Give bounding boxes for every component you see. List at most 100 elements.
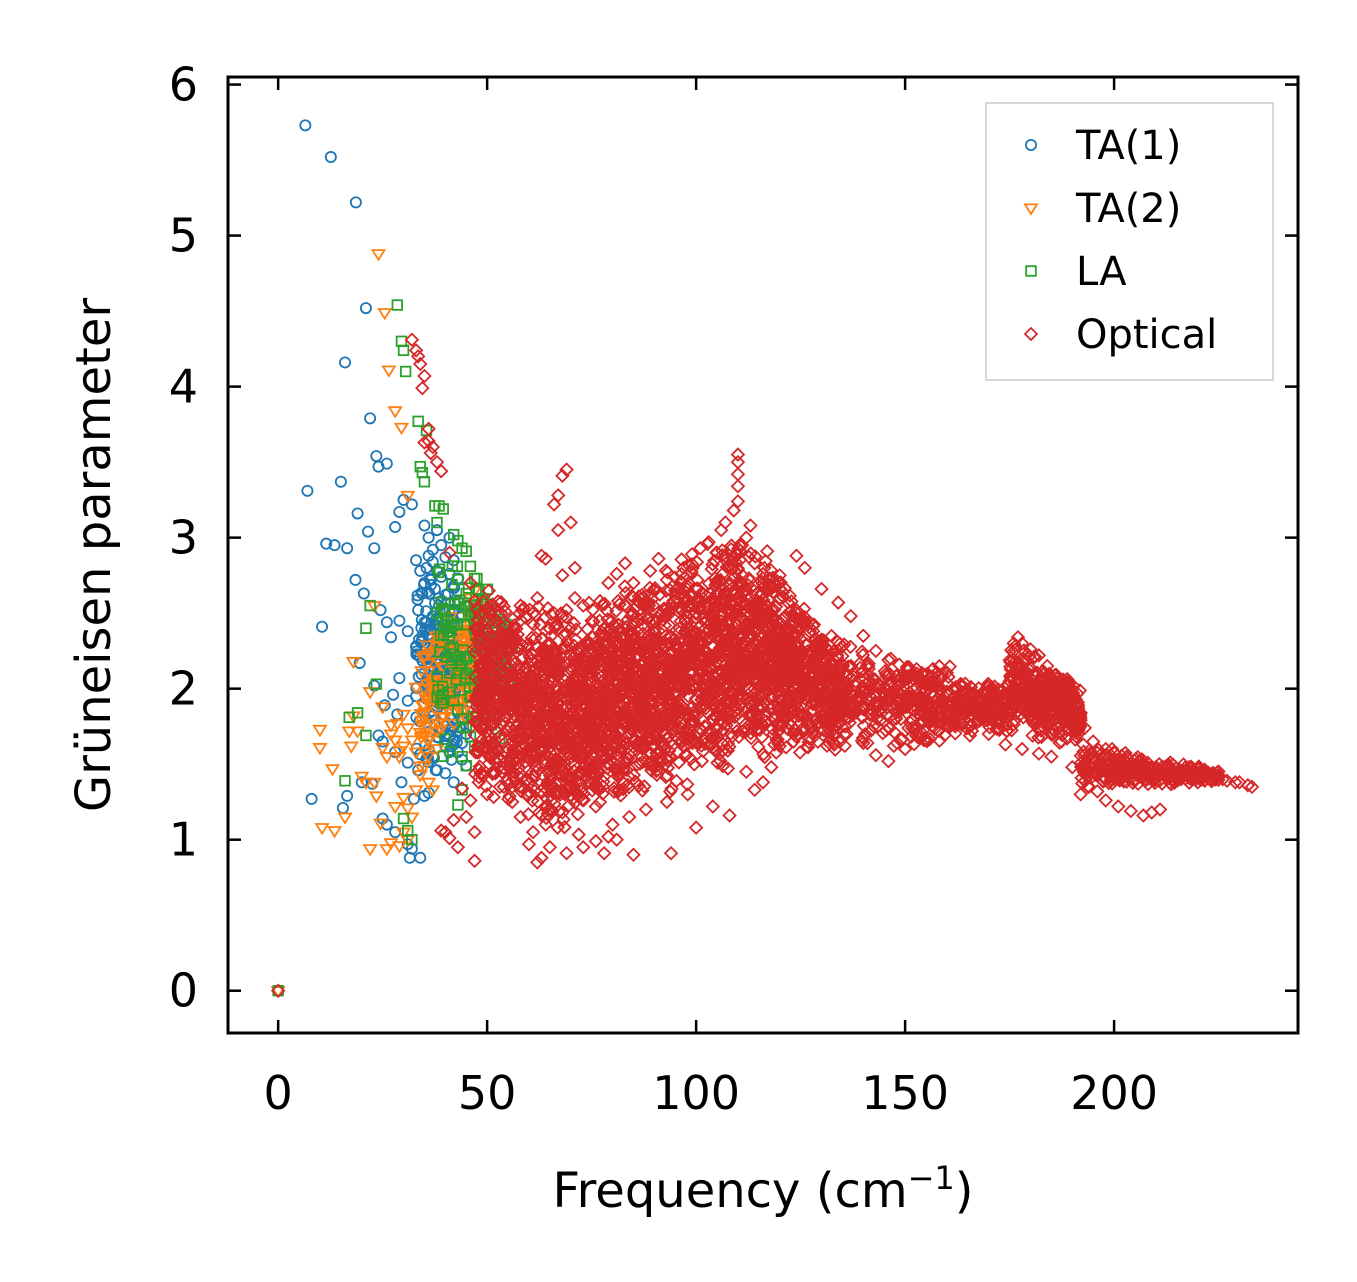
data-point-la <box>370 678 383 690</box>
data-point-optical <box>502 720 518 736</box>
data-point-optical <box>571 730 587 746</box>
data-point-optical <box>525 779 541 794</box>
data-point-ta-2 <box>314 823 330 836</box>
data-point-ta-2 <box>400 803 416 816</box>
data-point-optical <box>685 679 700 694</box>
data-point-optical <box>600 612 615 627</box>
data-point-optical <box>694 753 710 769</box>
data-point-optical <box>664 694 679 709</box>
data-point-ta-2 <box>391 841 407 854</box>
data-point-ta-2 <box>326 826 343 839</box>
data-point-optical <box>595 597 610 613</box>
data-point-optical <box>718 587 734 603</box>
data-point-ta-1 <box>439 767 452 780</box>
data-point-optical <box>648 704 664 719</box>
data-point-ta-1 <box>385 631 398 644</box>
data-point-ta-1 <box>364 412 377 425</box>
data-point-ta-2 <box>345 656 362 670</box>
data-point-la <box>443 630 456 642</box>
data-point-ta-2 <box>425 785 441 798</box>
data-point-ta-1 <box>339 356 352 369</box>
data-point-optical <box>533 783 549 799</box>
data-point-la <box>397 344 410 357</box>
data-point-ta-2 <box>375 743 391 756</box>
data-point-ta-1 <box>349 573 362 586</box>
data-point-optical <box>518 610 533 625</box>
data-point-optical <box>667 570 683 585</box>
data-point-optical <box>486 745 502 761</box>
data-point-optical <box>538 810 554 826</box>
data-point-ta-1 <box>422 628 435 641</box>
data-point-optical <box>553 737 569 753</box>
data-point-optical <box>594 674 609 690</box>
data-point-optical <box>596 774 611 789</box>
data-point-optical <box>472 620 488 635</box>
data-point-ta-1 <box>359 302 372 315</box>
data-point-optical <box>673 630 689 646</box>
data-point-la <box>360 622 372 634</box>
data-point-ta-2 <box>358 777 374 790</box>
data-point-optical <box>599 704 614 719</box>
data-point-ta-1 <box>320 537 333 550</box>
data-point-optical <box>686 713 701 728</box>
data-point-optical <box>631 778 647 794</box>
data-point-optical <box>705 652 721 668</box>
data-point-optical <box>649 657 664 673</box>
data-point-optical <box>612 596 627 612</box>
data-point-optical <box>505 685 521 700</box>
data-point-optical <box>488 687 503 703</box>
data-point-optical <box>560 633 575 649</box>
data-point-optical <box>478 613 494 628</box>
data-point-optical <box>690 572 705 588</box>
data-point-ta-1 <box>351 507 364 520</box>
data-point-optical <box>514 780 530 795</box>
data-point-optical <box>694 633 709 649</box>
data-point-ta-2 <box>441 688 458 701</box>
data-point-ta-2 <box>413 666 430 679</box>
data-point-optical <box>677 674 692 690</box>
data-point-optical <box>664 597 679 612</box>
data-point-optical <box>481 583 497 599</box>
data-point-optical <box>688 735 704 750</box>
data-point-optical <box>490 594 506 609</box>
data-point-ta-2 <box>412 727 428 741</box>
data-point-optical <box>544 802 559 817</box>
data-point-optical <box>673 715 688 731</box>
data-point-ta-1 <box>422 531 435 544</box>
data-point-optical <box>624 676 639 692</box>
data-point-optical <box>599 761 615 776</box>
data-point-ta-2 <box>270 986 286 999</box>
data-point-optical <box>485 764 500 780</box>
data-point-optical <box>617 702 633 718</box>
data-point-ta-2 <box>341 726 357 739</box>
data-point-optical <box>473 643 488 659</box>
data-point-optical <box>592 734 608 749</box>
data-point-ta-1 <box>368 542 381 555</box>
data-point-optical <box>600 745 615 761</box>
data-point-la <box>460 587 472 600</box>
data-point-ta-1 <box>305 792 318 805</box>
data-point-optical <box>530 657 546 673</box>
data-point-optical <box>585 723 601 739</box>
data-point-la <box>360 729 372 742</box>
data-point-optical <box>602 757 617 772</box>
data-point-optical <box>631 589 647 604</box>
data-point-ta-2 <box>429 726 445 739</box>
data-point-ta-2 <box>436 711 452 725</box>
data-point-la <box>399 365 412 378</box>
data-point-optical <box>477 625 492 641</box>
data-point-optical <box>652 587 668 602</box>
data-point-optical <box>537 717 553 732</box>
data-point-ta-2 <box>383 720 399 733</box>
data-point-optical <box>707 571 723 586</box>
data-point-optical <box>571 827 586 842</box>
data-point-optical <box>519 676 534 692</box>
data-point-optical <box>711 607 727 623</box>
data-point-optical <box>467 727 483 743</box>
data-point-optical <box>645 667 660 682</box>
data-point-optical <box>542 693 557 708</box>
data-point-optical <box>573 654 589 670</box>
data-point-ta-2 <box>400 490 416 504</box>
data-point-ta-2 <box>421 735 437 748</box>
